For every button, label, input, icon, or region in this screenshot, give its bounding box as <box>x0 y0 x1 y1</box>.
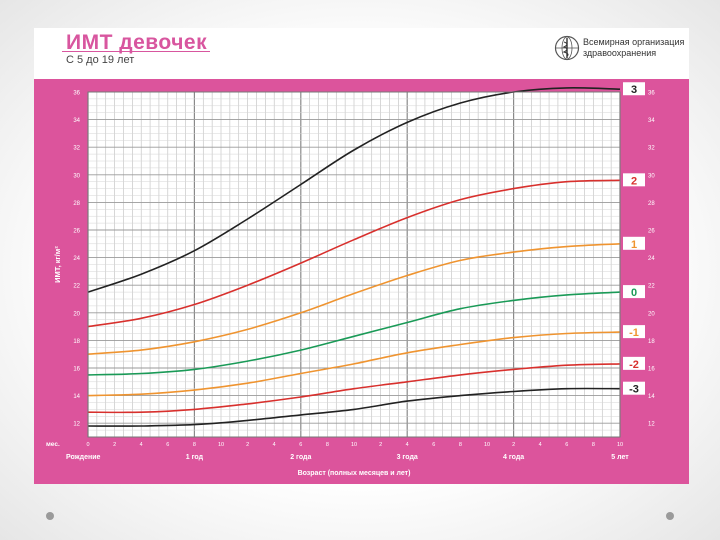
series-label-z-2: -2 <box>629 359 639 371</box>
series-label-box <box>623 325 645 339</box>
series-label-box <box>623 356 645 370</box>
who-organization-name: Всемирная организация здравоохранения <box>583 37 693 59</box>
series-label-z3: 3 <box>631 84 637 96</box>
x-tick-label: 0 <box>86 442 89 448</box>
x-tick-label: 4 <box>539 442 542 448</box>
series-label-z2: 2 <box>631 175 637 187</box>
slide-bullet-right <box>666 512 674 520</box>
series-line-z-2 <box>87 363 621 414</box>
y-tick-label-right: 18 <box>648 339 655 345</box>
y-tick-label-left: 30 <box>73 173 80 179</box>
y-tick-label-left: 26 <box>73 229 80 235</box>
series-label-z-3: -3 <box>629 384 639 396</box>
y-tick-label-left: 22 <box>73 284 80 290</box>
x-year-label: 3 года <box>397 454 418 461</box>
series-label-z-1: -1 <box>629 327 639 339</box>
series-label-z0: 0 <box>631 287 637 299</box>
y-tick-label-right: 20 <box>648 311 655 317</box>
chart-subtitle: С 5 до 19 лет <box>66 54 135 66</box>
who-name-line-1: Всемирная организация <box>583 37 685 47</box>
y-tick-label-left: 12 <box>73 422 80 428</box>
series-line-z2 <box>87 179 621 328</box>
y-tick-label-left: 34 <box>73 118 80 124</box>
y-tick-label-right: 14 <box>648 394 655 400</box>
x-tick-label: 6 <box>565 442 568 448</box>
x-tick-label: 2 <box>512 442 515 448</box>
series-line-z-3 <box>87 387 621 427</box>
series-label-z1: 1 <box>631 239 637 251</box>
y-tick-label-left: 20 <box>73 311 80 317</box>
x-tick-label: 8 <box>592 442 595 448</box>
x-tick-label: 10 <box>617 442 623 448</box>
y-tick-label-left: 24 <box>73 256 80 262</box>
y-tick-label-left: 16 <box>73 367 80 373</box>
x-year-label: 4 года <box>503 454 524 461</box>
y-axis-label: ИМТ, кг/м² <box>53 246 62 283</box>
y-tick-label-right: 30 <box>648 173 655 179</box>
series-line-z-1 <box>87 331 621 397</box>
x-tick-label: 6 <box>166 442 169 448</box>
x-tick-label: 10 <box>484 442 490 448</box>
chart-title: ИМТ девочек <box>66 31 208 54</box>
x-year-label: 5 лет <box>611 454 629 461</box>
x-tick-label: 6 <box>432 442 435 448</box>
x-tick-label: 10 <box>351 442 357 448</box>
y-tick-label-right: 36 <box>648 91 655 97</box>
x-tick-label: 2 <box>113 442 116 448</box>
x-tick-label: 6 <box>299 442 302 448</box>
series-label-box <box>623 381 645 395</box>
x-tick-label: 2 <box>246 442 249 448</box>
x-year-label: 2 годa <box>290 454 311 461</box>
y-tick-label-left: 36 <box>73 91 80 97</box>
y-tick-label-left: 18 <box>73 339 80 345</box>
x-tick-label: 2 <box>379 442 382 448</box>
y-tick-label-right: 12 <box>648 422 655 428</box>
x-tick-label: 8 <box>459 442 462 448</box>
x-tick-label: 4 <box>273 442 276 448</box>
x-tick-label: 10 <box>218 442 224 448</box>
x-year-label: 1 год <box>186 454 204 461</box>
title-underline <box>62 51 210 52</box>
x-tick-label: 4 <box>140 442 143 448</box>
x-axis-label: Возраст (полных месяцев и лет) <box>298 470 411 477</box>
series-line-z1 <box>87 243 621 355</box>
x-prefix-label: мес. <box>46 441 60 448</box>
series-label-box <box>623 173 645 187</box>
x-tick-label: 8 <box>326 442 329 448</box>
y-tick-label-left: 32 <box>73 146 80 152</box>
y-tick-label-right: 22 <box>648 284 655 290</box>
x-tick-label: 8 <box>193 442 196 448</box>
x-year-label: Рождение <box>66 454 101 461</box>
y-tick-label-right: 16 <box>648 367 655 373</box>
series-line-z3 <box>87 87 621 293</box>
y-tick-label-right: 32 <box>648 146 655 152</box>
who-emblem-icon <box>554 35 580 61</box>
series-line-z0 <box>87 291 621 376</box>
slide-bullet-left <box>46 512 54 520</box>
y-tick-label-right: 28 <box>648 201 655 207</box>
series-label-box <box>623 236 645 250</box>
series-label-box <box>623 82 645 96</box>
plot-border <box>87 91 621 438</box>
y-tick-label-right: 34 <box>648 118 655 124</box>
y-tick-label-left: 14 <box>73 394 80 400</box>
y-tick-label-left: 28 <box>73 201 80 207</box>
y-tick-label-right: 24 <box>648 256 655 262</box>
who-name-line-2: здравоохранения <box>583 48 657 58</box>
y-tick-label-right: 26 <box>648 229 655 235</box>
x-tick-label: 4 <box>406 442 409 448</box>
series-label-box <box>623 285 645 299</box>
